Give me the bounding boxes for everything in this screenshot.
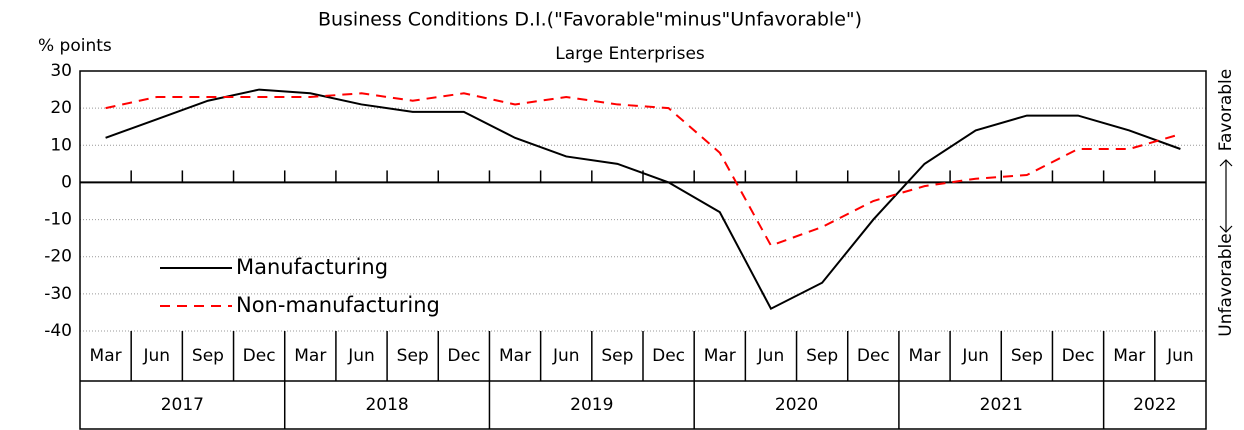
x-tick-label: Sep (192, 346, 224, 366)
x-tick-label: Mar (1113, 346, 1145, 366)
y-tick-label: -30 (44, 284, 72, 304)
x-tick-label: Jun (552, 346, 580, 366)
x-tick-label: Dec (652, 346, 685, 366)
legend-label: Manufacturing (236, 255, 388, 279)
y-axis-label: % points (38, 36, 112, 56)
year-label: 2022 (1133, 395, 1176, 415)
y-tick-label: -40 (44, 321, 72, 341)
x-tick-label: Sep (806, 346, 838, 366)
year-label: 2017 (161, 395, 204, 415)
legend-label: Non-manufacturing (236, 293, 440, 317)
chart-title: Business Conditions D.I.("Favorable"minu… (318, 9, 862, 31)
x-tick-label: Jun (347, 346, 375, 366)
x-tick-label: Sep (1011, 346, 1043, 366)
y-tick-label: 20 (50, 98, 72, 118)
x-tick-label: Dec (447, 346, 480, 366)
y-tick-label: 30 (50, 61, 72, 81)
x-tick-label: Jun (1166, 346, 1194, 366)
plot-border (79, 70, 1207, 430)
x-tick-label: Mar (908, 346, 940, 366)
year-label: 2020 (775, 395, 818, 415)
year-label: 2021 (980, 395, 1023, 415)
x-tick-label: Dec (1062, 346, 1095, 366)
x-tick-label: Mar (704, 346, 736, 366)
x-tick-label: Sep (397, 346, 429, 366)
x-tick-label: Dec (857, 346, 890, 366)
x-tick-label: Jun (961, 346, 989, 366)
y-tick-label: -20 (44, 247, 72, 267)
x-tick-label: Dec (243, 346, 276, 366)
unfavorable-label: Unfavorable (1216, 233, 1236, 336)
x-tick-label: Sep (601, 346, 633, 366)
x-tick-label: Mar (499, 346, 531, 366)
x-tick-label: Jun (142, 346, 170, 366)
favorable-label: Favorable (1216, 69, 1236, 151)
series-line (105, 92, 1181, 247)
year-label: 2018 (365, 395, 408, 415)
chart-subtitle: Large Enterprises (555, 44, 705, 64)
direction-arrow (1219, 159, 1233, 233)
x-tick-label: Mar (90, 346, 122, 366)
year-label: 2019 (570, 395, 613, 415)
x-tick-label: Mar (294, 346, 326, 366)
y-tick-label: 0 (61, 172, 72, 192)
y-tick-label: -10 (44, 210, 72, 230)
y-tick-label: 10 (50, 135, 72, 155)
x-tick-label: Jun (757, 346, 785, 366)
series-line (105, 88, 1181, 311)
